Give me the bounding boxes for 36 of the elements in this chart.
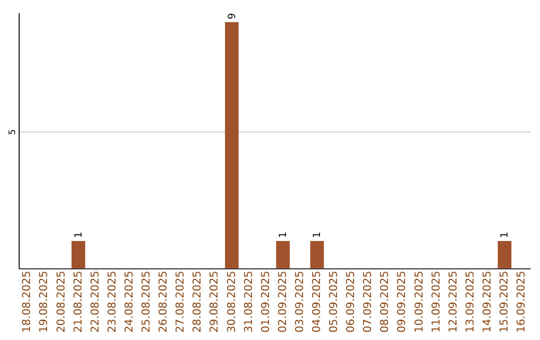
x-tick-label: 11.09.2025 bbox=[429, 270, 442, 333]
x-tick-label: 02.09.2025 bbox=[276, 270, 289, 333]
x-tick-label: 04.09.2025 bbox=[310, 270, 323, 333]
x-tick-label: 14.09.2025 bbox=[480, 270, 494, 333]
x-tick-label: 29.08.2025 bbox=[208, 270, 221, 333]
data-label: 1 bbox=[278, 232, 289, 238]
data-label: 1 bbox=[500, 232, 511, 238]
x-tick-label: 09.09.2025 bbox=[395, 270, 408, 333]
y-tick-label: 5 bbox=[8, 129, 18, 135]
x-tick-label: 13.09.2025 bbox=[463, 270, 476, 333]
data-label: 1 bbox=[312, 232, 323, 238]
x-tick-label: 07.09.2025 bbox=[361, 270, 374, 333]
data-label: 9 bbox=[226, 12, 238, 20]
x-tick-label: 05.09.2025 bbox=[327, 270, 340, 333]
x-tick-label: 03.09.2025 bbox=[292, 270, 306, 333]
x-tick-label: 31.08.2025 bbox=[242, 270, 255, 333]
x-tick-label: 06.09.2025 bbox=[344, 270, 358, 333]
x-tick-label: 21.08.2025 bbox=[71, 270, 84, 333]
data-label: 1 bbox=[73, 232, 84, 238]
x-tick-label: 27.08.2025 bbox=[174, 270, 187, 333]
x-tick-label: 16.09.2025 bbox=[514, 270, 528, 333]
x-tick-label: 20.08.2025 bbox=[54, 270, 68, 333]
x-tick-label: 25.08.2025 bbox=[140, 270, 153, 333]
x-tick-label: 24.08.2025 bbox=[122, 270, 136, 333]
x-tick-label: 18.08.2025 bbox=[20, 270, 34, 333]
x-tick-label: 01.09.2025 bbox=[258, 270, 272, 333]
x-tick-label: 28.08.2025 bbox=[190, 270, 204, 333]
x-tick-label: 15.09.2025 bbox=[498, 270, 511, 333]
x-tick-label: 19.08.2025 bbox=[37, 270, 50, 333]
x-tick-label: 10.09.2025 bbox=[412, 270, 426, 333]
x-tick-label: 23.08.2025 bbox=[105, 270, 118, 333]
x-tick-label: 30.08.2025 bbox=[224, 270, 238, 333]
x-tick-label: 08.09.2025 bbox=[378, 270, 392, 333]
x-tick-label: 26.08.2025 bbox=[156, 270, 170, 333]
x-tick-label: 22.08.2025 bbox=[88, 270, 102, 333]
x-tick-label: 12.09.2025 bbox=[446, 270, 460, 333]
